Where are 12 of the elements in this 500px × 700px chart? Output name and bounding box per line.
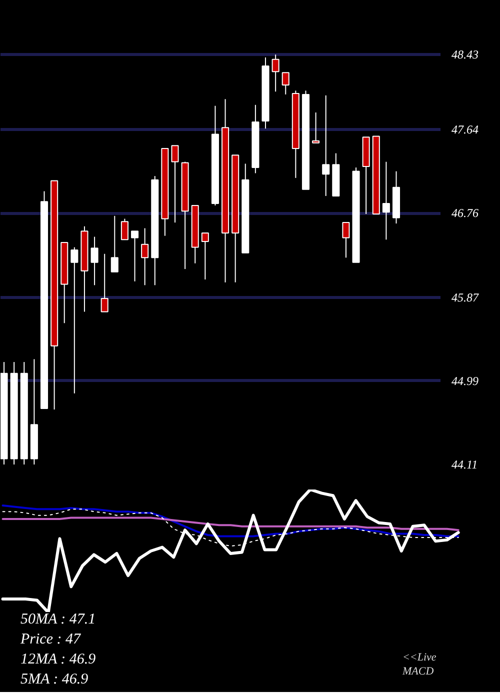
y-tick-label: 44.11 (452, 458, 478, 472)
text: 5MA : 46.9 (20, 672, 89, 688)
y-tick-label: 47.64 (452, 122, 478, 137)
annotation: 50MA : 47.1 (20, 612, 96, 628)
text: Price : 47 (20, 632, 82, 648)
y-tick-label: 46.76 (452, 206, 478, 220)
y-tick-label: 48.43 (452, 48, 478, 62)
text: 12MA : 46.9 (20, 652, 96, 668)
y-tick-label: 44.99 (452, 374, 478, 388)
text: <<Live (402, 652, 436, 664)
text: MACD (402, 666, 434, 678)
y-tick-label: 45.87 (452, 290, 480, 304)
